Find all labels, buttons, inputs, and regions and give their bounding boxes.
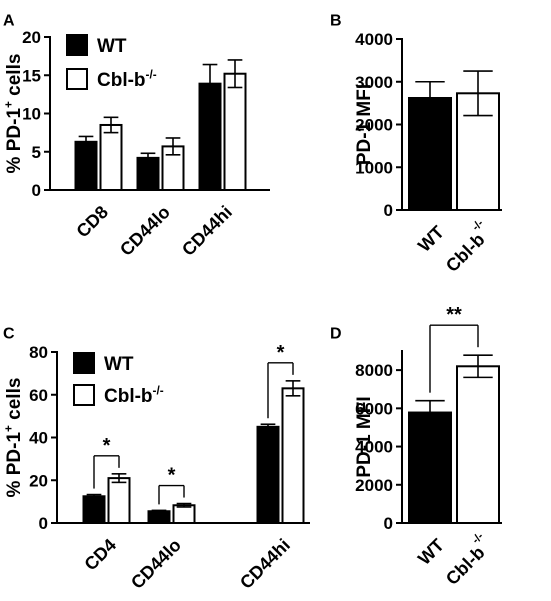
x-tick-label: Cbl-b-/- — [438, 530, 496, 588]
x-tick-label: CD44hi — [236, 535, 294, 593]
bar-cd8-s1 — [99, 123, 123, 191]
x-tick-label-main: CD44hi — [178, 202, 236, 260]
bar-wt — [408, 411, 452, 524]
legend-swatch — [66, 34, 88, 56]
y-tick-label: 0 — [384, 201, 393, 220]
y-axis-label-tail: cells — [4, 54, 25, 102]
legend-label-sup: -/- — [153, 384, 164, 397]
x-tick-label-main: CD44lo — [127, 535, 185, 593]
y-tick-label: 1000 — [355, 158, 393, 177]
x-tick-label-main: Cbl-b — [442, 542, 489, 589]
legend-label: WT — [97, 36, 127, 57]
panel-letter-b: B — [330, 12, 342, 29]
bar-cd4-s0 — [82, 495, 106, 524]
y-tick-label: 20 — [29, 471, 48, 490]
significance-marker: ** — [446, 304, 462, 326]
y-tick-label: 4000 — [355, 438, 393, 457]
legend-label-sup: -/- — [146, 68, 157, 81]
bar-cd44hi-s1 — [281, 387, 305, 524]
y-axis-label: % PD-1+ cells — [2, 378, 25, 498]
y-tick-label: 4000 — [355, 30, 393, 49]
panel-letter-a: A — [3, 12, 15, 29]
x-tick-label: WT — [414, 535, 448, 569]
y-axis-label: PD-1 MFI — [354, 396, 375, 477]
legend-label-main: Cbl-b — [97, 70, 146, 91]
legend-label: WT — [104, 354, 134, 375]
x-tick-label: CD8 — [72, 202, 112, 242]
y-axis-label-tail: cells — [4, 378, 25, 426]
x-tick-label: WT — [414, 222, 448, 256]
y-axis-label-main: % PD-1 — [4, 432, 25, 498]
legend-swatch — [66, 68, 88, 90]
bar-cd44hi-s0 — [256, 425, 280, 524]
panel-letter-d: D — [330, 325, 342, 342]
x-tick-label: CD4 — [80, 535, 120, 575]
y-axis-label-main: PD-1 MFI — [354, 396, 375, 477]
significance-marker: * — [103, 435, 111, 457]
x-tick-label-main: CD44lo — [116, 202, 174, 260]
y-tick-label: 60 — [29, 386, 48, 405]
y-tick-label: 10 — [22, 105, 41, 124]
x-tick-label-main: Cbl-b — [442, 229, 489, 276]
x-tick-label-main: WT — [414, 222, 448, 256]
legend-label: Cbl-b-/- — [97, 68, 157, 91]
bar-wt — [408, 96, 452, 211]
bar-cbl-b — [456, 365, 500, 524]
bar-cd44lo-s0 — [136, 156, 160, 191]
legend-swatch — [73, 352, 95, 374]
legend-label-main: WT — [104, 354, 134, 375]
y-axis-label: PD-1 MFI — [354, 84, 375, 165]
bar-cd4-s1 — [107, 477, 131, 524]
y-tick-label: 3000 — [355, 73, 393, 92]
y-axis-label: % PD-1+ cells — [2, 54, 25, 174]
bar-cd44lo-s1 — [172, 504, 196, 525]
x-tick-label-main: CD4 — [80, 535, 120, 575]
legend-label-main: WT — [97, 36, 127, 57]
x-tick-label: Cbl-b-/- — [438, 217, 496, 275]
y-tick-label: 40 — [29, 429, 48, 448]
x-tick-label: CD44lo — [127, 535, 185, 593]
y-tick-label: 0 — [32, 181, 41, 200]
x-tick-label-main: CD44hi — [236, 535, 294, 593]
y-tick-label: 80 — [29, 343, 48, 362]
bar-cd44hi-s1 — [223, 72, 247, 191]
legend-label-main: Cbl-b — [104, 386, 153, 407]
y-tick-label: 20 — [22, 28, 41, 47]
bar-cd8-s0 — [74, 140, 98, 191]
x-tick-label: CD44lo — [116, 202, 174, 260]
legend-label: Cbl-b-/- — [104, 384, 164, 407]
significance-marker: * — [277, 342, 285, 364]
bar-cd44hi-s0 — [198, 82, 222, 191]
y-tick-label: 0 — [39, 514, 48, 533]
y-axis-label-sup: + — [2, 101, 15, 108]
y-axis-label-sup: + — [2, 425, 15, 432]
legend-swatch — [73, 384, 95, 406]
y-tick-label: 2000 — [355, 116, 393, 135]
y-tick-label: 6000 — [355, 399, 393, 418]
y-axis-label-main: % PD-1 — [4, 108, 25, 174]
y-tick-label: 2000 — [355, 476, 393, 495]
y-tick-label: 5 — [32, 143, 41, 162]
bar-cd44lo-s0 — [147, 510, 171, 524]
y-tick-label: 15 — [22, 66, 41, 85]
significance-marker: * — [168, 465, 176, 487]
panel-letter-c: C — [3, 325, 15, 342]
y-axis-label-main: PD-1 MFI — [354, 84, 375, 165]
y-tick-label: 8000 — [355, 361, 393, 380]
x-tick-label-main: CD8 — [72, 202, 112, 242]
y-tick-label: 0 — [384, 514, 393, 533]
x-tick-label-main: WT — [414, 535, 448, 569]
x-tick-label: CD44hi — [178, 202, 236, 260]
